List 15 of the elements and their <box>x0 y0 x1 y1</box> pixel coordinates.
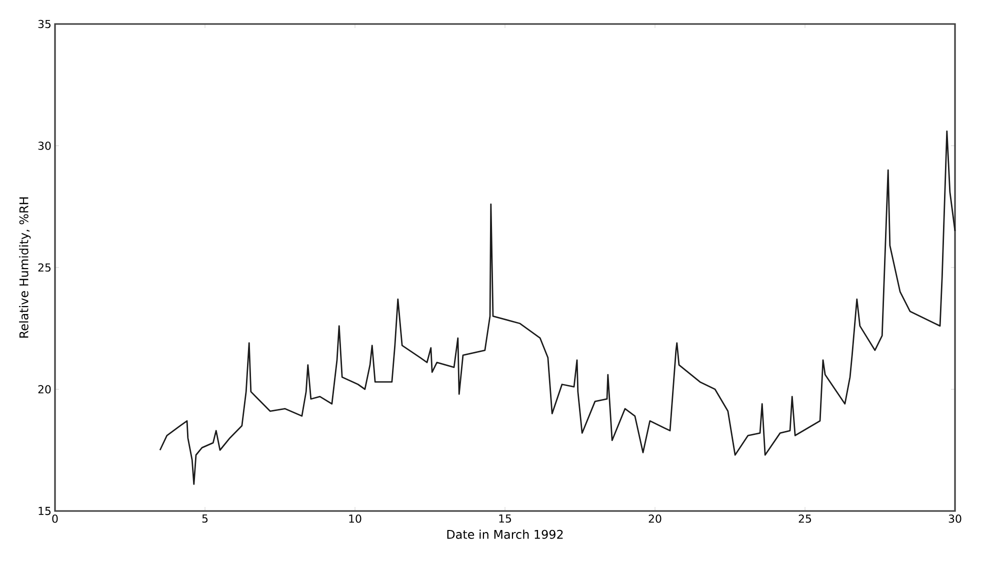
y-tick-label: 30 <box>38 142 51 150</box>
x-tick-label: 25 <box>798 514 812 523</box>
y-tick-label: 35 <box>38 20 51 28</box>
y-tick-label: 20 <box>38 385 51 394</box>
y-tick-label: 15 <box>38 506 51 516</box>
x-tick-label: 0 <box>52 514 58 523</box>
y-axis-title: Relative Humidity, %RH <box>19 197 31 338</box>
x-tick-label: 10 <box>349 514 362 523</box>
x-axis-title: Date in March 1992 <box>447 530 563 539</box>
y-tick-label: 25 <box>38 263 51 272</box>
line-series <box>159 130 956 485</box>
x-tick-label: 30 <box>948 514 962 523</box>
x-tick-label: 15 <box>499 514 512 523</box>
x-tick-label: 20 <box>648 514 662 523</box>
x-tick-label: 5 <box>202 514 208 523</box>
